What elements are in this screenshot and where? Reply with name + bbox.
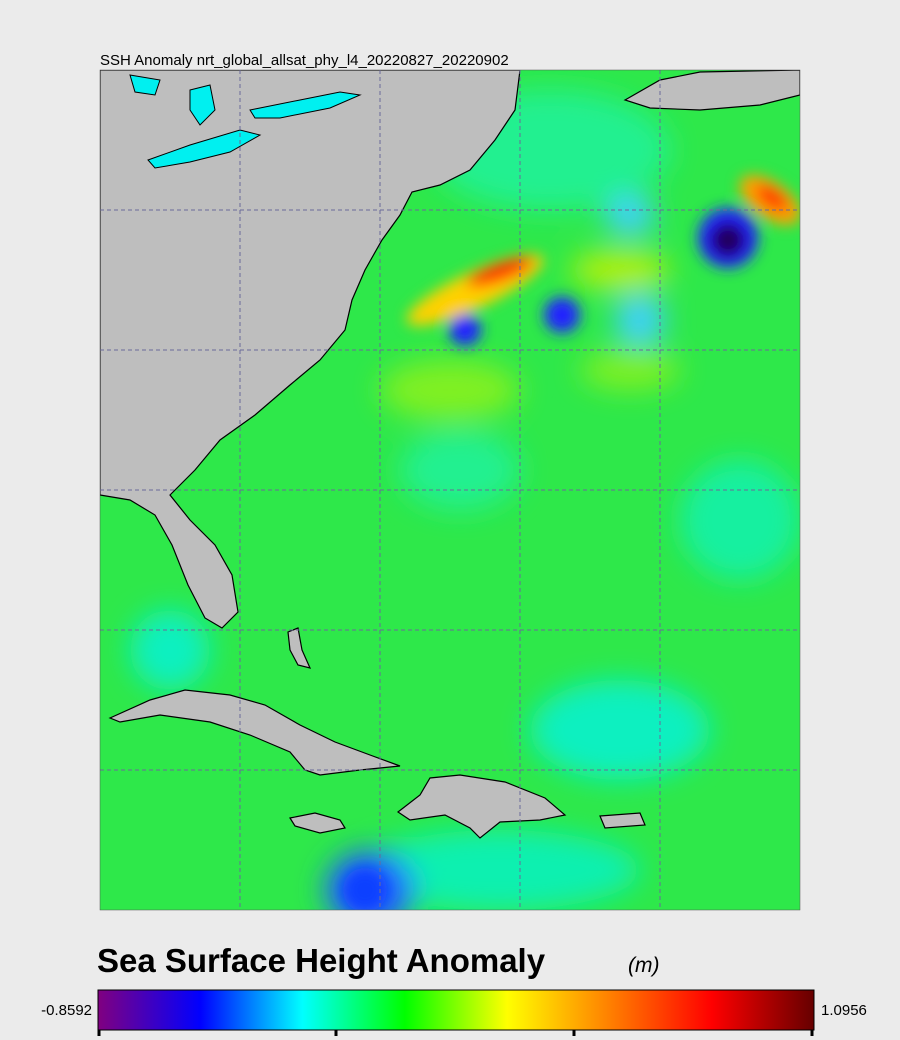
map — [100, 70, 800, 910]
map-title: SSH Anomaly nrt_global_allsat_phy_l4_202… — [100, 52, 509, 69]
anomaly-field — [130, 90, 800, 910]
colorbar-ticks — [97, 1030, 814, 1036]
lakes — [129, 74, 362, 169]
colorbar — [97, 989, 815, 1031]
graticule — [100, 70, 800, 910]
colorbar-max: 1.0956 — [821, 1002, 867, 1019]
map-frame — [99, 69, 801, 911]
colorbar-title: Sea Surface Height Anomaly — [97, 942, 546, 979]
eddies — [343, 175, 800, 910]
colorbar-unit: (m) — [628, 954, 659, 977]
colorbar-min: -0.8592 — [41, 1002, 92, 1019]
